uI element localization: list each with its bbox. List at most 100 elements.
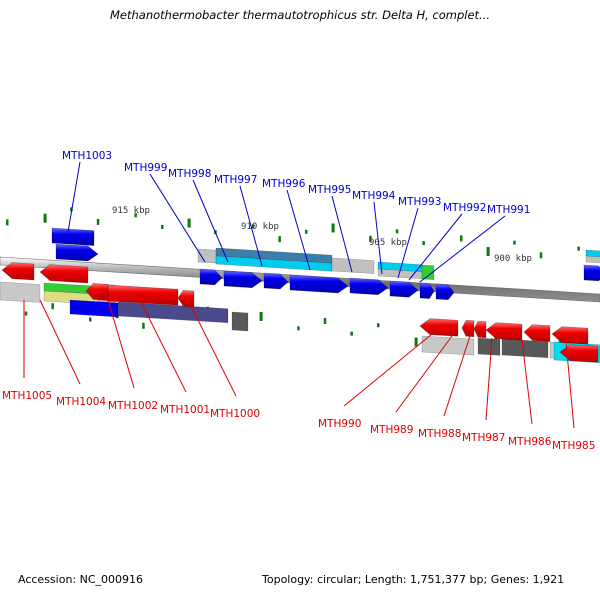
ruler-tick-mark [297, 326, 300, 331]
reverse-cds-bars[interactable] [0, 281, 600, 364]
gene-label-mth998[interactable]: MTH998 [168, 168, 212, 180]
gene-arrow-r4[interactable] [107, 284, 179, 306]
ruler-tick-mark [414, 337, 418, 347]
cds-bar-8[interactable] [585, 249, 600, 258]
gene-label-mth1000[interactable]: MTH1000 [210, 408, 261, 420]
gene-arrow-f5[interactable] [349, 277, 389, 296]
leader-line-mth986 [521, 339, 533, 425]
ruler-tick-mark [161, 224, 164, 229]
gene-label-mth994[interactable]: MTH994 [352, 190, 396, 202]
gene-arrow-r5[interactable] [177, 289, 195, 308]
ruler-tick-mark [513, 240, 516, 245]
gene-arrow-r6[interactable] [419, 318, 459, 337]
forward-cds-bars[interactable] [197, 247, 600, 280]
gene-arrow-r2[interactable] [39, 264, 89, 284]
gene-label-mth986[interactable]: MTH986 [508, 436, 552, 448]
gene-label-mth1002[interactable]: MTH1002 [108, 400, 159, 412]
gene-label-mth985[interactable]: MTH985 [552, 440, 596, 452]
rna-bar-dark-r2[interactable] [477, 337, 501, 356]
gene-arrow-f1[interactable] [199, 268, 223, 286]
ruler-tick-mark [486, 247, 490, 257]
gene-label-mth995[interactable]: MTH995 [308, 184, 352, 196]
leader-line-mth995 [331, 195, 353, 273]
gene-label-mth1003[interactable]: MTH1003 [62, 150, 113, 162]
ruler-tick-mark [251, 224, 255, 229]
leader-line-mth985 [565, 341, 575, 429]
ruler-tick-mark [187, 218, 191, 228]
forward-gene-arrows[interactable] [51, 227, 600, 301]
gene-arrow-r7[interactable] [461, 319, 475, 338]
gene-arrow-f6[interactable] [389, 280, 419, 298]
ruler-tick-mark [422, 241, 425, 246]
sequence-meta-label: Topology: circular; Length: 1,751,377 bp… [262, 573, 565, 586]
gene-label-mth988[interactable]: MTH988 [418, 428, 462, 440]
gene-label-mth1004[interactable]: MTH1004 [56, 396, 107, 408]
cds-bar-3[interactable] [215, 255, 333, 272]
gene-label-mth992[interactable]: MTH992 [443, 202, 487, 214]
rna-bar-gray-r1[interactable] [421, 335, 475, 356]
ruler-tick-mark [577, 246, 580, 251]
cds-bar-7[interactable] [421, 264, 435, 280]
ruler-tick-mark [96, 218, 100, 225]
cds-bar-4[interactable] [331, 257, 375, 274]
ruler-tick-mark [24, 311, 28, 316]
ruler-label-3: 900 kbp [494, 254, 532, 264]
gene-arrow-r12[interactable] [559, 344, 599, 363]
leader-line-mth989 [395, 335, 453, 413]
ruler-tick-mark [350, 331, 353, 336]
ruler-tick-mark [259, 312, 263, 322]
ruler-tick-mark [89, 317, 92, 322]
ruler-tick-mark [539, 252, 543, 259]
cds-bar-9[interactable] [585, 255, 600, 264]
gene-arrow-r1[interactable] [1, 262, 35, 281]
gene-label-mth1005[interactable]: MTH1005 [2, 390, 53, 402]
gene-arrow-f11[interactable] [583, 264, 600, 282]
gene-label-mth997[interactable]: MTH997 [214, 174, 258, 186]
leader-line-mth988 [443, 335, 471, 417]
rna-bar-gray-left[interactable] [0, 281, 41, 303]
accession-label: Accession: NC_000916 [18, 573, 144, 586]
ruler-tick-mark [43, 213, 47, 223]
ruler-tick-mark [278, 236, 281, 243]
gene-label-mth987[interactable]: MTH987 [462, 432, 506, 444]
gene-arrow-f3[interactable] [263, 272, 289, 290]
ruler-tick-mark [142, 322, 145, 329]
gene-arrow-r3[interactable] [85, 283, 109, 301]
ruler-tick-mark [369, 235, 372, 242]
gene-arrow-r8[interactable] [473, 320, 487, 339]
gene-arrow-f9[interactable] [51, 227, 95, 246]
gene-arrow-f10[interactable] [55, 243, 99, 262]
ruler-tick-mark [331, 223, 335, 233]
gene-label-mth990[interactable]: MTH990 [318, 418, 362, 430]
gene-label-mth991[interactable]: MTH991 [487, 204, 531, 216]
gene-label-mth993[interactable]: MTH993 [398, 196, 442, 208]
reverse-gene-arrows[interactable] [1, 262, 599, 363]
gene-arrow-f4[interactable] [289, 274, 349, 294]
ruler-tick-mark [305, 229, 308, 234]
rna-bar-dark-r3[interactable] [501, 338, 549, 359]
leader-line-mth994 [373, 201, 383, 275]
page-title: Methanothermobacter thermautotrophicus s… [109, 8, 491, 22]
status-bar: Accession: NC_000916 Topology: circular;… [0, 573, 600, 593]
gene-arrow-f2[interactable] [223, 270, 263, 289]
gene-arrow-r11[interactable] [551, 326, 589, 345]
rna-bar-darkgray[interactable] [231, 311, 249, 332]
gene-label-mth996[interactable]: MTH996 [262, 178, 306, 190]
gene-arrow-r9[interactable] [485, 322, 523, 341]
leader-line-mth991 [419, 215, 506, 283]
ruler-tick-mark [377, 323, 380, 328]
leader-line-mth993 [397, 207, 419, 279]
gene-arrow-f8[interactable] [435, 283, 455, 301]
rna-bar-blue[interactable] [69, 299, 119, 318]
gene-label-mth999[interactable]: MTH999 [124, 162, 168, 174]
gene-arrow-r10[interactable] [523, 324, 551, 342]
ruler-tick-mark [6, 219, 9, 226]
ruler-label-1: 910 kbp [241, 222, 279, 232]
gene-label-mth1001[interactable]: MTH1001 [160, 404, 211, 416]
leader-line-mth992 [408, 213, 463, 281]
gene-label-mth989[interactable]: MTH989 [370, 424, 414, 436]
ruler-tick-mark [323, 317, 327, 324]
gene-arrow-f7[interactable] [419, 282, 435, 299]
